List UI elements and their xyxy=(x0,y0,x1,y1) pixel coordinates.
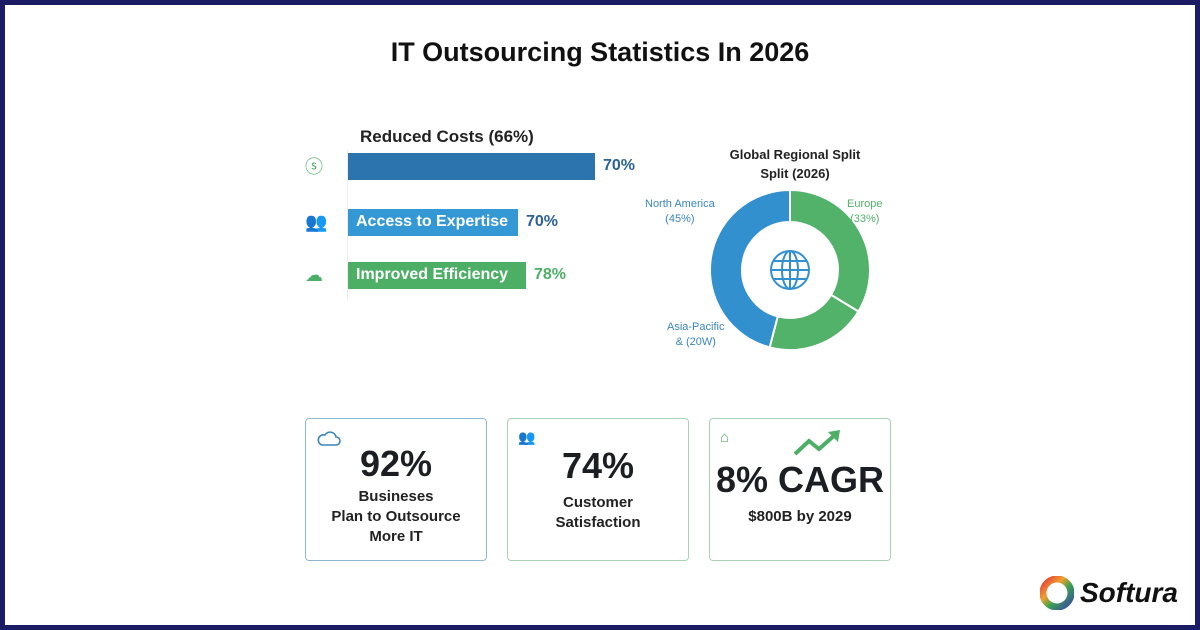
stat-card: 92% Busineses Plan to Outsource More IT xyxy=(305,418,487,561)
stat-value: 8% CAGR xyxy=(715,459,885,500)
home-icon: ⌂ xyxy=(720,429,730,446)
bar-mark xyxy=(348,152,595,180)
cloud-icon xyxy=(317,431,341,446)
bar-value-label: 78% xyxy=(534,266,567,283)
bar-mark: Improved Efficiency xyxy=(348,261,526,289)
page-title: IT Outsourcing Statistics In 2026 xyxy=(390,37,810,67)
pie-label-asia-pacific: Asia-Pacific & (20W) xyxy=(667,321,725,348)
donut-slice-north-america xyxy=(709,188,791,349)
globe-icon xyxy=(770,250,810,290)
softura-logo: Softura xyxy=(1040,576,1178,610)
bar-value-label: 70% xyxy=(526,213,559,230)
stat-value: 92% xyxy=(359,443,433,484)
pie-label-europe: Europe (33%) xyxy=(847,198,883,225)
pie-title: Global Regional Split Split (2026) xyxy=(695,145,895,183)
stat-card: 👥 74% Customer Satisfaction xyxy=(507,418,689,561)
stat-label: Busineses Plan to Outsource More IT xyxy=(331,488,461,545)
donut-slice-europe xyxy=(789,188,871,313)
pie-title-line: Global Regional Split xyxy=(729,147,861,162)
stat-card: ⌂ 8% CAGR $800B by 2029 xyxy=(709,418,891,561)
pie-label-north-america: North America (45%) xyxy=(645,198,715,225)
frame: IT Outsourcing Statistics In 2026 Reduce… xyxy=(5,5,1195,625)
donut-slice-asia-pacific xyxy=(768,293,860,351)
donut-chart xyxy=(709,188,871,351)
bar-row: ⓢ 70% xyxy=(305,152,635,180)
bar-axis xyxy=(347,150,348,300)
bar-value-label: 70% xyxy=(603,157,636,174)
stat-label: $800B by 2029 xyxy=(748,508,852,525)
bar-mark: Access to Expertise xyxy=(348,208,518,236)
cloud-upload-icon: ☁ xyxy=(305,264,323,285)
bar-row: ☁ Improved Efficiency 78% xyxy=(305,261,566,289)
stat-label: Customer Satisfaction xyxy=(555,494,641,531)
pie-subtitle: Split (2026) xyxy=(760,166,830,181)
stat-value: 74% xyxy=(561,445,635,486)
people-group-icon: 👥 xyxy=(305,211,328,232)
dollar-coin-icon: ⓢ xyxy=(305,157,323,177)
bar-row: 👥 Access to Expertise 70% xyxy=(305,208,558,236)
bar-chart-title: Reduced Costs (66%) xyxy=(360,127,534,146)
people-icon: 👥 xyxy=(518,429,536,445)
trend-up-icon xyxy=(793,430,840,456)
